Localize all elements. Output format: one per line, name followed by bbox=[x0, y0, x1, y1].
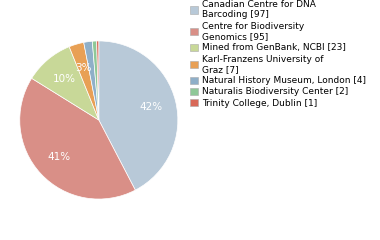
Wedge shape bbox=[20, 78, 135, 199]
Wedge shape bbox=[32, 47, 99, 120]
Wedge shape bbox=[97, 41, 99, 120]
Text: 10%: 10% bbox=[53, 74, 76, 84]
Wedge shape bbox=[92, 41, 99, 120]
Legend: Canadian Centre for DNA
Barcoding [97], Centre for Biodiversity
Genomics [95], M: Canadian Centre for DNA Barcoding [97], … bbox=[190, 0, 366, 108]
Wedge shape bbox=[99, 41, 178, 190]
Text: 42%: 42% bbox=[139, 102, 163, 112]
Text: 41%: 41% bbox=[48, 151, 71, 162]
Wedge shape bbox=[69, 42, 99, 120]
Text: 3%: 3% bbox=[75, 63, 92, 73]
Wedge shape bbox=[84, 41, 99, 120]
